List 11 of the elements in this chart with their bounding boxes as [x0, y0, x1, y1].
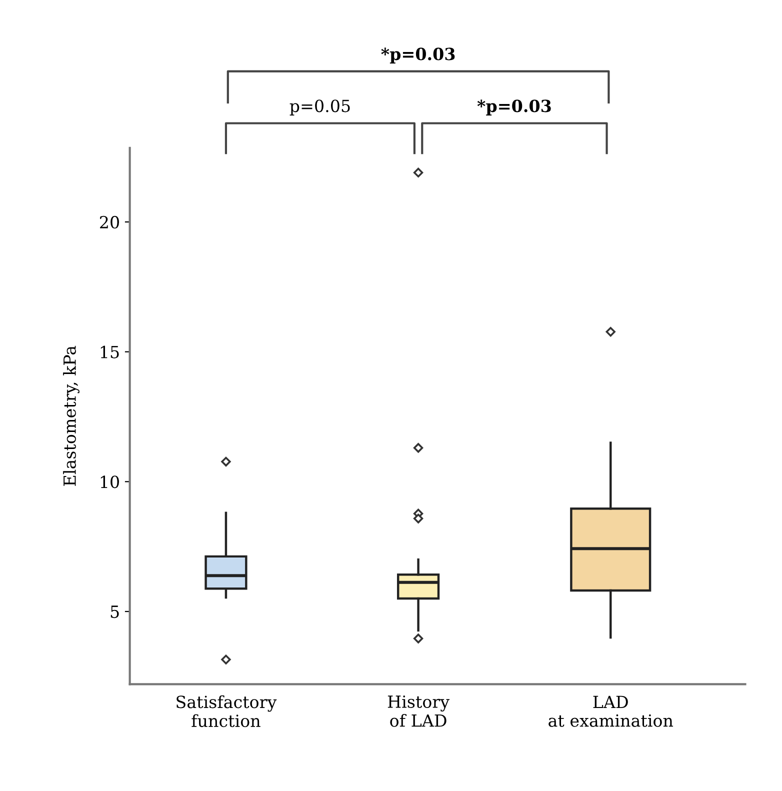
x-tick-label: LAD at examination — [548, 696, 674, 727]
y-axis-title: Elastometry, kPa — [63, 346, 80, 486]
text: *p=0.03 — [477, 100, 551, 116]
x-tick-label: Satisfactory function — [176, 695, 277, 728]
text: *p=0.03 — [381, 48, 455, 64]
y-tick-label: 5 — [110, 606, 119, 618]
text: p=0.05 — [290, 100, 350, 116]
y-tick-label: 20 — [100, 216, 119, 229]
y-tick-label: 10 — [100, 476, 119, 488]
x-tick-label: History of LAD — [388, 695, 450, 727]
y-tick-label: 15 — [100, 346, 119, 358]
